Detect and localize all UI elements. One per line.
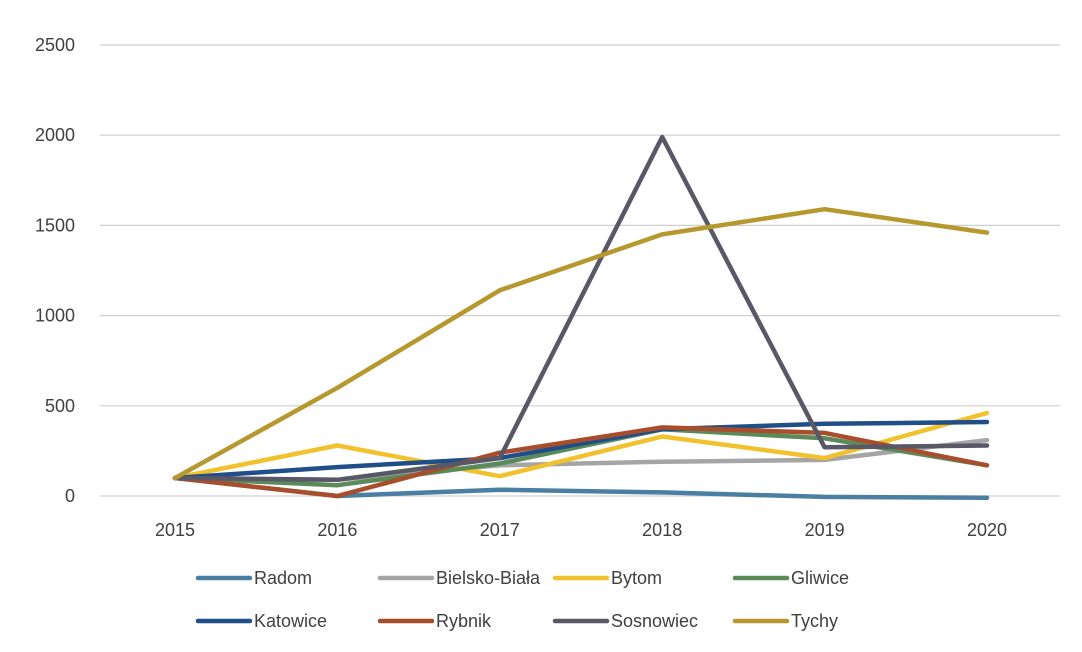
series-line-gliwice bbox=[172, 427, 990, 488]
x-tick-label: 2018 bbox=[642, 520, 682, 540]
legend-label: Sosnowiec bbox=[611, 611, 698, 631]
x-tick-label: 2016 bbox=[317, 520, 357, 540]
series-line-tychy bbox=[172, 206, 990, 481]
legend-item: Sosnowiec bbox=[552, 611, 698, 631]
legend-label: Radom bbox=[254, 568, 312, 588]
legend-item: Bielsko-Biała bbox=[377, 568, 541, 588]
x-tick-label: 2019 bbox=[805, 520, 845, 540]
x-tick-label: 2017 bbox=[480, 520, 520, 540]
legend-item: Tychy bbox=[732, 611, 838, 631]
series-line-bytom bbox=[172, 410, 990, 481]
y-tick-label: 0 bbox=[65, 486, 75, 506]
y-tick-label: 500 bbox=[45, 396, 75, 416]
series-line-sosnowiec bbox=[172, 134, 990, 483]
x-axis-tick-labels: 2015 2016 2017 2018 2019 2020 bbox=[155, 520, 1007, 540]
legend-label: Bytom bbox=[611, 568, 662, 588]
y-tick-label: 2500 bbox=[35, 35, 75, 55]
series-line-rybnik bbox=[172, 425, 990, 499]
legend: Radom Bielsko-Biała Bytom Gliwice Katowice Ry… bbox=[195, 568, 849, 631]
legend-item: Rybnik bbox=[377, 611, 492, 631]
legend-label: Tychy bbox=[791, 611, 838, 631]
legend-label: Katowice bbox=[254, 611, 327, 631]
series-lines bbox=[172, 134, 990, 501]
legend-label: Bielsko-Biała bbox=[436, 568, 541, 588]
gridlines bbox=[100, 44, 1060, 497]
x-tick-label: 2015 bbox=[155, 520, 195, 540]
legend-item: Katowice bbox=[195, 611, 327, 631]
x-tick-label: 2020 bbox=[967, 520, 1007, 540]
y-tick-label: 2000 bbox=[35, 125, 75, 145]
legend-label: Rybnik bbox=[436, 611, 492, 631]
y-tick-label: 1000 bbox=[35, 306, 75, 326]
y-tick-label: 1500 bbox=[35, 215, 75, 235]
legend-label: Gliwice bbox=[791, 568, 849, 588]
legend-item: Gliwice bbox=[732, 568, 849, 588]
legend-item: Radom bbox=[195, 568, 312, 588]
y-axis-tick-labels: 0 500 1000 1500 2000 2500 bbox=[35, 35, 75, 506]
series-line-katowice bbox=[172, 419, 990, 481]
legend-item: Bytom bbox=[552, 568, 662, 588]
